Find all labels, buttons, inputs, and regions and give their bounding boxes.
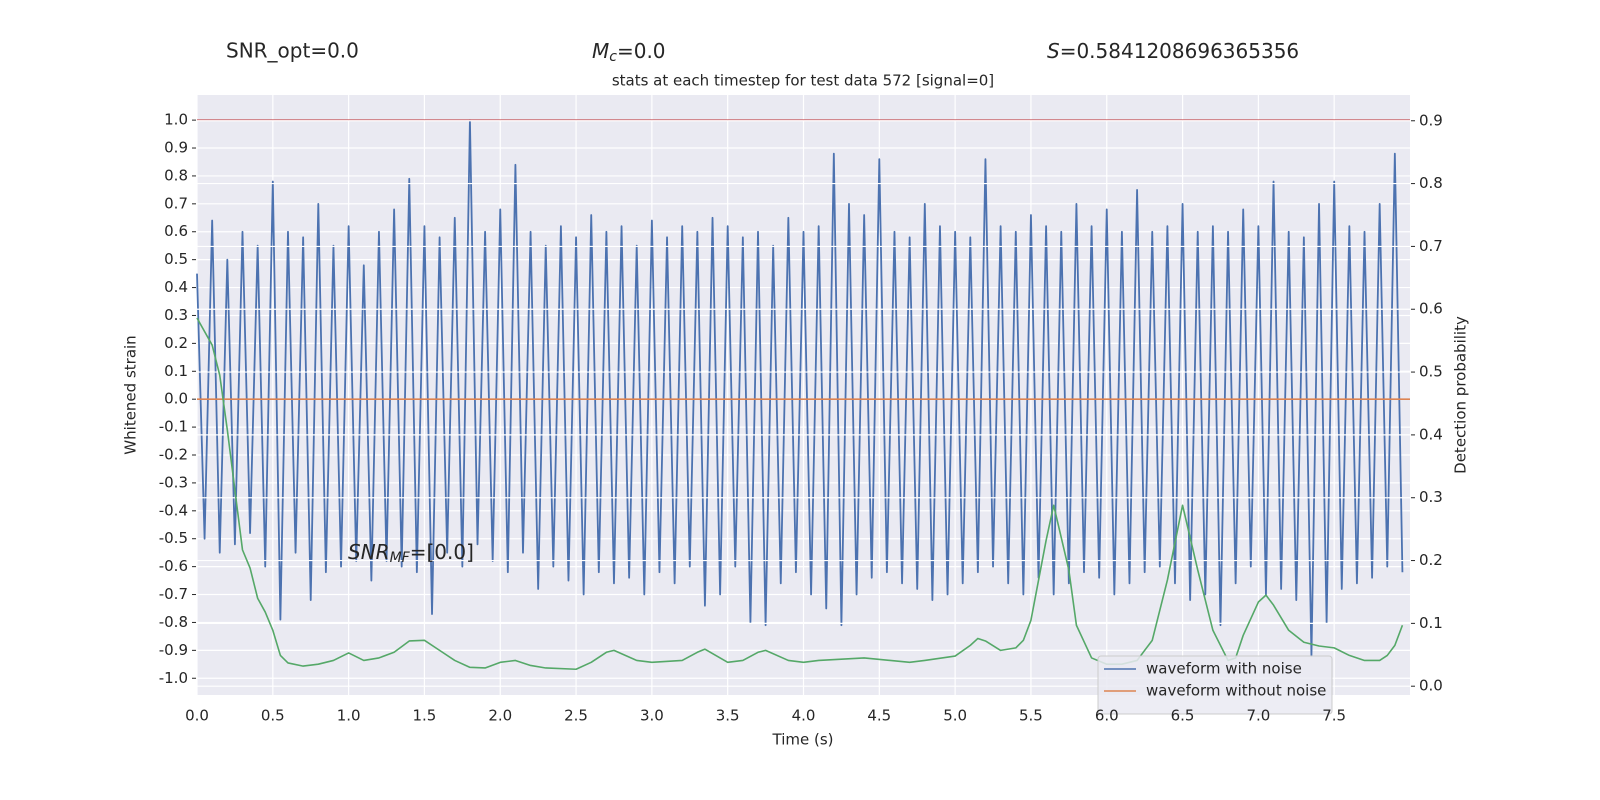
y2-tick-label: 0.3	[1419, 488, 1443, 506]
y-tick-label: -0.2	[159, 446, 188, 464]
y2-tick-label: 0.4	[1419, 425, 1443, 443]
y2-tick-label: 0.1	[1419, 614, 1443, 632]
annotation: SNRMF=[0.0]	[348, 540, 474, 567]
x-axis-label: Time (s)	[772, 731, 834, 749]
x-tick-label: 7.0	[1246, 707, 1270, 725]
legend-box	[1097, 655, 1333, 715]
y-tick-label: -0.7	[159, 585, 188, 603]
x-tick-label: 0.0	[185, 707, 209, 725]
y-tick-label: 0.4	[164, 278, 188, 296]
y-tick-label: 0.8	[164, 166, 188, 184]
y-tick-label: 0.7	[164, 194, 188, 212]
y-tick-label: 0.9	[164, 139, 188, 157]
annotation: S=0.5841208696365356	[1047, 39, 1299, 63]
x-tick-label: 6.0	[1095, 707, 1119, 725]
x-tick-label: 1.5	[413, 707, 437, 725]
x-tick-label: 2.5	[564, 707, 588, 725]
x-tick-label: 3.5	[716, 707, 740, 725]
lower-layer	[196, 95, 1410, 695]
y-axis-label: Whitened strain	[122, 335, 140, 454]
y-tick-label: -0.1	[159, 418, 188, 436]
x-tick-label: 4.5	[867, 707, 891, 725]
y-tick-label: 0.0	[164, 390, 188, 408]
y2-tick-label: 0.0	[1419, 677, 1443, 695]
annotation-text: =0.5841208696365356	[1060, 39, 1299, 63]
y-tick-label: -0.3	[159, 473, 188, 491]
x-tick-label: 4.0	[792, 707, 816, 725]
annotation-symbol: S	[1047, 39, 1060, 63]
annotation-symbol: SNR	[348, 540, 390, 564]
x-tick-label: 0.5	[261, 707, 285, 725]
x-tick-label: 5.5	[1019, 707, 1043, 725]
x-tick-label: 5.0	[943, 707, 967, 725]
y-tick-label: -0.5	[159, 529, 188, 547]
annotation-symbol: M	[592, 39, 609, 63]
y-tick-label: -0.8	[159, 613, 188, 631]
legend: waveform with noise waveform without nois…	[1097, 655, 1333, 715]
y2-tick-label: 0.5	[1419, 363, 1443, 381]
y-tick-label: 1.0	[164, 111, 188, 129]
x-tick-label: 1.0	[337, 707, 361, 725]
y-tick-label: -0.6	[159, 557, 188, 575]
y-tick-label: -0.9	[159, 641, 188, 659]
x-tick-label: 6.5	[1171, 707, 1195, 725]
annotation: SNR_opt=0.0	[226, 39, 359, 63]
annotation: Mc=0.0	[592, 39, 666, 66]
x-tick-label: 7.5	[1322, 707, 1346, 725]
x-tick-label: 2.0	[488, 707, 512, 725]
y-tick-label: 0.1	[164, 362, 188, 380]
legend-label: waveform with noise	[1146, 660, 1302, 678]
annotation-text: =[0.0]	[410, 540, 474, 564]
y-tick-label: 0.6	[164, 222, 188, 240]
y-tick-label: 0.5	[164, 250, 188, 268]
y2-tick-label: 0.2	[1419, 551, 1443, 569]
y-tick-label: 0.3	[164, 306, 188, 324]
legend-label: waveform without noise	[1146, 682, 1326, 700]
y2-tick-label: 0.8	[1419, 174, 1443, 192]
y2-tick-label: 0.9	[1419, 111, 1443, 129]
annotation-subscript: MF	[390, 550, 411, 566]
chart-title: stats at each timestep for test data 572…	[612, 72, 994, 90]
x-tick-label: 3.0	[640, 707, 664, 725]
y-tick-label: -0.4	[159, 501, 188, 519]
annotation-subscript: c	[609, 49, 617, 65]
annotation-text: =0.0	[617, 39, 666, 63]
y-tick-label: 0.2	[164, 334, 188, 352]
y2-tick-label: 0.7	[1419, 237, 1443, 255]
y2-axis-label: Detection probability	[1452, 316, 1470, 474]
y-tick-label: -1.0	[159, 669, 188, 687]
y2-tick-label: 0.6	[1419, 300, 1443, 318]
series-line	[196, 119, 1404, 657]
